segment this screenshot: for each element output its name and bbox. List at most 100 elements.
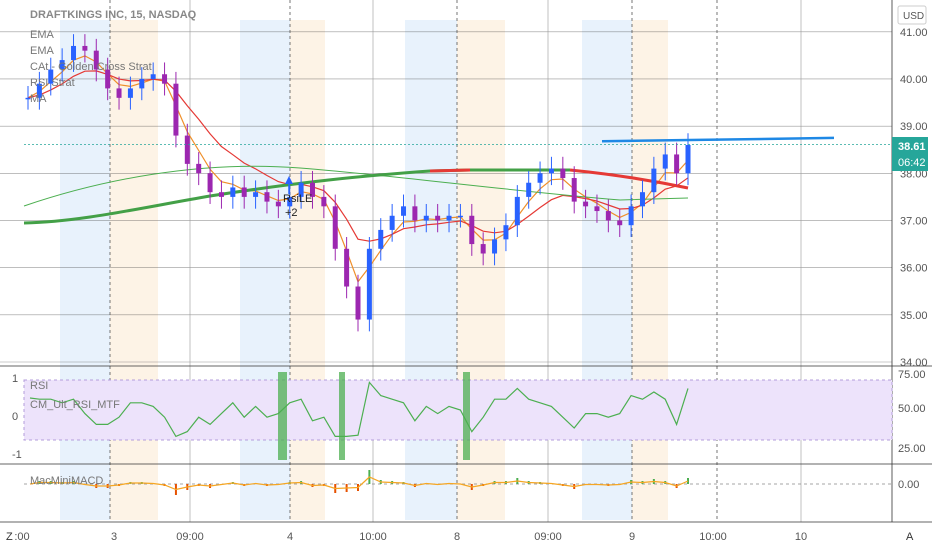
candle-body [116, 88, 122, 98]
macd-histogram [24, 470, 892, 495]
candle-body [127, 88, 133, 98]
rsi-tick-label: 75.00 [898, 369, 926, 381]
rsi-left-tick: -1 [12, 449, 22, 461]
legend-ema-2[interactable]: EMA [30, 45, 55, 57]
time-tick-label: 10:00 [359, 531, 387, 543]
candle-body [207, 173, 213, 193]
legend-cm-ult-rsi[interactable]: CM_Ult_RSI_MTF [30, 399, 120, 411]
trendline-segment [601, 136, 835, 143]
rsi-left-tick: 0 [12, 411, 18, 423]
price-tick-label: 41.00 [900, 27, 928, 39]
time-tick-label: 10 [795, 531, 807, 543]
currency-label[interactable]: USD [903, 11, 924, 22]
session-band [60, 20, 110, 520]
candle-body [378, 229, 384, 249]
candle-body [560, 168, 566, 179]
candle-body [537, 173, 543, 183]
legend-ema-1[interactable]: EMA [30, 29, 55, 41]
candle-body [503, 225, 509, 240]
candle-body [275, 201, 281, 207]
candle-body [309, 182, 315, 197]
candle-body [617, 220, 623, 226]
candlesticks [25, 34, 691, 332]
legend-macd[interactable]: MacMiniMACD [30, 475, 103, 487]
rsi-line [29, 381, 689, 438]
candle-body [412, 206, 418, 221]
time-tick-label: 4 [287, 531, 293, 543]
candle-body [287, 196, 293, 207]
golden-cross-ma-red-segment [429, 168, 471, 173]
time-tick-label: 9 [629, 531, 635, 543]
golden-cross-ma-red [569, 168, 689, 190]
rsi-signal-bar [278, 372, 287, 460]
candle-body [196, 163, 202, 174]
time-tick-label: 3 [111, 531, 117, 543]
candle-body [298, 182, 304, 197]
axes: 41.0040.0039.0038.0037.0036.0035.0034.00… [12, 27, 928, 543]
legend-rsi-strat[interactable]: RSI Strat [30, 77, 75, 89]
candle-body [583, 201, 589, 207]
candle-body [93, 50, 99, 70]
bottom-bar: Z A [6, 531, 914, 543]
price-tick-label: 37.00 [900, 215, 928, 227]
candle-body [48, 69, 54, 84]
ema-slow-line [27, 70, 689, 242]
price-tick-label: 40.00 [900, 74, 928, 86]
candle-body [59, 60, 65, 70]
candle-body [492, 239, 498, 254]
legend-rsi[interactable]: RSI [30, 380, 48, 392]
buy-signal-arrow [285, 176, 293, 184]
symbol-title: DRAFTKINGS INC, 15, NASDAQ [30, 9, 197, 21]
rsi-tick-label: 50.00 [898, 403, 926, 415]
candle-body [685, 145, 691, 174]
candle-body [639, 192, 645, 207]
price-tick-label: 39.00 [900, 121, 928, 133]
macd-signal-line [29, 476, 689, 491]
auto-scale-icon[interactable]: A [906, 531, 914, 543]
session-band [632, 20, 668, 520]
candle-body [469, 215, 475, 245]
candle-body [628, 206, 634, 226]
legend-golden-cross[interactable]: CAt - Golden Cross Strat [30, 61, 152, 73]
time-tick-label: :00 [14, 531, 29, 543]
session-band [582, 20, 632, 520]
time-tick-label: 09:00 [176, 531, 204, 543]
candle-body [366, 248, 372, 320]
rsi-signal-bar [463, 372, 470, 460]
price-badge: 38.61 06:42 [892, 137, 928, 171]
candle-body [150, 74, 156, 79]
candle-body [401, 206, 407, 216]
trendline[interactable] [24, 136, 892, 145]
candle-body [355, 286, 361, 320]
legend-main: EMA EMA CAt - Golden Cross Strat RSI Str… [30, 29, 152, 105]
session-band [405, 20, 457, 520]
candle-body [594, 206, 600, 212]
candle-body [389, 215, 395, 230]
golden-cross-ma-green [23, 168, 570, 225]
candle-body [446, 215, 452, 221]
time-tick-label: 8 [454, 531, 460, 543]
candle-body [218, 192, 224, 197]
candle-body [241, 187, 247, 197]
rsi-lines [29, 381, 689, 438]
legend-ma[interactable]: MA [30, 93, 47, 105]
overlay-labels: DRAFTKINGS INC, 15, NASDAQ EMA EMA CAt -… [30, 9, 312, 487]
candle-body [344, 248, 350, 287]
zoom-z-icon[interactable]: Z [6, 531, 13, 543]
candle-body [139, 78, 145, 89]
countdown: 06:42 [898, 157, 926, 169]
candle-body [651, 168, 657, 193]
macd-tick-label: 0.00 [898, 479, 919, 491]
candle-body [571, 178, 577, 202]
candle-body [173, 83, 179, 136]
candle-body [435, 215, 441, 221]
price-tick-label: 35.00 [900, 310, 928, 322]
rsi-left-tick: 1 [12, 373, 18, 385]
candle-body [82, 45, 88, 51]
candle-body [25, 97, 31, 100]
session-bands [60, 20, 668, 520]
currency-button[interactable]: USD [897, 5, 927, 25]
candle-body [321, 196, 327, 207]
price-tick-label: 34.00 [900, 357, 928, 369]
